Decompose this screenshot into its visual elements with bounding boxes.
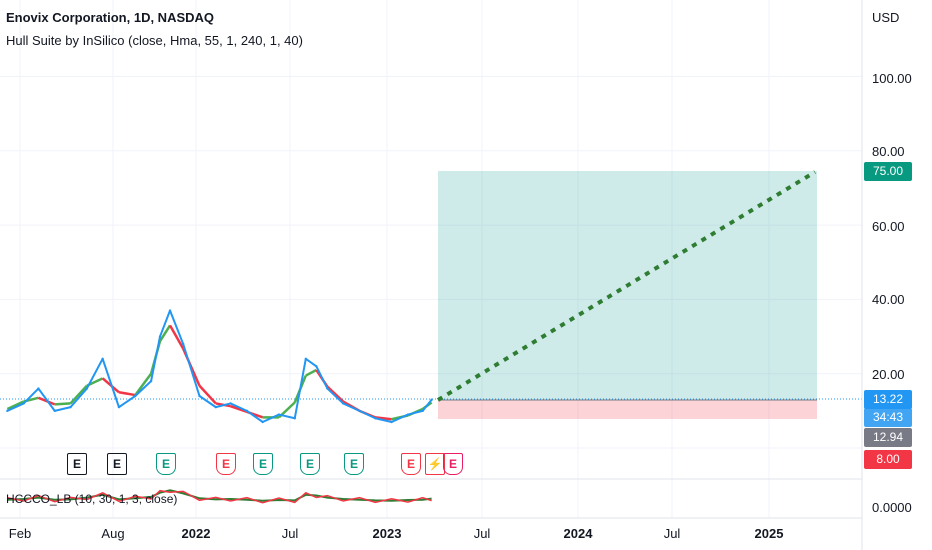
price-point <box>358 409 361 413</box>
price-series <box>6 309 433 424</box>
price-tick: 20.00 <box>872 367 905 382</box>
price-point <box>277 413 281 416</box>
time-tick: Aug <box>101 526 125 541</box>
price-point <box>293 417 296 420</box>
price-point <box>430 398 433 401</box>
price-point <box>158 335 162 338</box>
price-point <box>37 387 40 390</box>
price-point <box>406 413 410 416</box>
price-point <box>214 405 218 409</box>
price-point <box>304 357 308 361</box>
time-tick: Jul <box>473 526 491 541</box>
symbol-title[interactable]: Enovix Corporation, 1D, NASDAQ <box>6 10 215 25</box>
price-tick: 60.00 <box>872 219 905 234</box>
price-point <box>390 420 393 424</box>
hull-segment <box>118 391 136 397</box>
price-point <box>181 342 185 346</box>
price-point <box>315 365 318 368</box>
hull-segment <box>54 402 71 406</box>
countdown-tag: 34:43 <box>864 408 912 427</box>
time-tick: Jul <box>281 526 299 541</box>
earnings-event-icon[interactable]: E <box>344 453 364 475</box>
oscillator-legend[interactable]: HCCCO_LB (10, 30, 1, 3, close) <box>6 492 178 506</box>
split-event-icon[interactable]: ⚡ <box>425 453 445 475</box>
time-tick: Jul <box>663 526 681 541</box>
time-tick: Feb <box>8 526 32 541</box>
earnings-event-icon[interactable]: E <box>156 453 176 475</box>
hull-segment <box>134 372 153 396</box>
hull-segment <box>158 324 172 342</box>
price-point <box>85 387 89 390</box>
stop-price-tag[interactable]: 8.00 <box>864 450 912 469</box>
hull-segment <box>305 368 317 377</box>
earnings-event-icon[interactable]: E <box>67 453 87 475</box>
time-tick: 2022 <box>181 526 211 541</box>
price-point <box>53 409 56 413</box>
time-tick: 2023 <box>372 526 402 541</box>
price-point <box>117 405 121 409</box>
price-point <box>22 402 25 405</box>
price-point <box>374 417 377 420</box>
price-tick: 40.00 <box>872 292 905 307</box>
price-point <box>229 402 232 405</box>
time-tick: 2024 <box>563 526 593 541</box>
earnings-event-icon[interactable]: E <box>300 453 320 475</box>
hull-segment <box>198 384 217 405</box>
price-point <box>134 394 137 398</box>
hull-segment <box>326 385 345 403</box>
hull-segment <box>6 400 25 411</box>
hull-segment <box>375 416 392 421</box>
price-point <box>149 379 153 383</box>
earnings-event-icon[interactable]: E <box>107 453 127 475</box>
price-point <box>261 420 264 424</box>
price-point <box>198 394 201 398</box>
price-point <box>245 409 249 413</box>
price-point <box>6 409 9 413</box>
earnings-event-icon[interactable]: E <box>216 453 236 475</box>
indicator-legend[interactable]: Hull Suite by InSilico (close, Hma, 55, … <box>6 33 303 48</box>
oscillator-signal <box>7 489 432 504</box>
price-point <box>326 387 329 390</box>
price-line[interactable] <box>6 309 433 423</box>
osc-tick: 0.0000 <box>872 500 912 515</box>
price-point <box>101 357 104 361</box>
price-point <box>168 309 172 312</box>
price-point <box>341 402 345 405</box>
oscillator-pane <box>7 489 432 504</box>
last-price-tag[interactable]: 13.22 <box>864 390 912 409</box>
earnings-event-icon[interactable]: E <box>253 453 273 475</box>
entry-price-tag[interactable]: 12.94 <box>864 428 912 447</box>
hull-segment <box>230 405 248 413</box>
loss-zone[interactable] <box>438 400 817 419</box>
earnings-event-icon[interactable]: E <box>401 453 421 475</box>
price-point <box>421 409 424 413</box>
grid-lines <box>0 0 862 518</box>
projection-line <box>436 170 817 402</box>
price-tick: 80.00 <box>872 144 905 159</box>
price-point <box>69 405 72 409</box>
hull-segment <box>69 384 88 405</box>
price-tick: 100.00 <box>872 71 912 86</box>
currency-label[interactable]: USD <box>872 10 900 25</box>
target-price-tag[interactable]: 75.00 <box>864 162 912 181</box>
hull-segment <box>168 324 185 350</box>
earnings-event-icon[interactable]: E <box>443 453 463 475</box>
time-tick: 2025 <box>754 526 784 541</box>
